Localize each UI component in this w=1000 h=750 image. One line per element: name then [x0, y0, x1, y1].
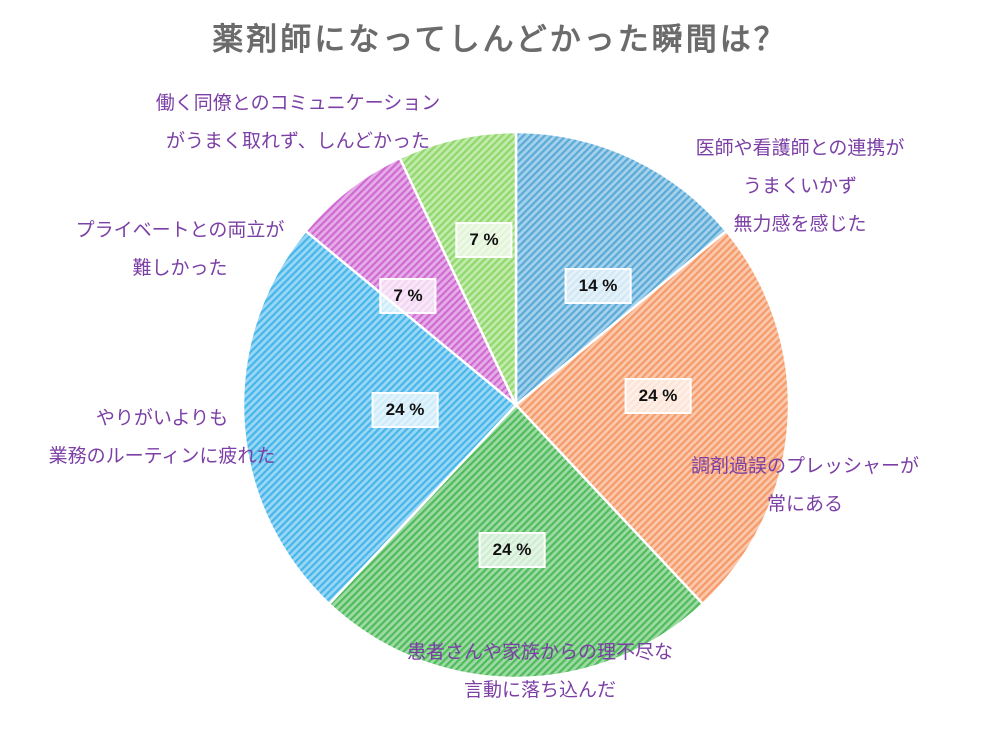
slice-percent-label: 24 %: [624, 378, 692, 414]
label-line: うまくいかず: [742, 175, 857, 197]
slice-category-label: プライベートとの両立が 難しかった: [76, 211, 285, 287]
slice-percent-label: 24 %: [371, 392, 439, 428]
label-line: 常にある: [766, 493, 844, 515]
slice-percent-label: 14 %: [564, 268, 632, 304]
label-line: プライベートとの両立が: [75, 219, 285, 241]
label-line: 調剤過誤のプレッシャーが: [690, 455, 920, 477]
slice-category-label: 医師や看護師との連携が うまくいかず 無力感を感じた: [696, 129, 905, 243]
label-line: 働く同僚とのコミュニケーション: [155, 92, 441, 114]
slice-category-label: 働く同僚とのコミュニケーション がうまく取れず、しんどかった: [156, 84, 440, 160]
label-line: 患者さんや家族からの理不尽な: [406, 641, 674, 663]
slice-percent-label: 7 %: [379, 278, 437, 314]
pie-slice: [398, 130, 518, 406]
label-line: 業務のルーティンに疲れた: [48, 445, 276, 467]
label-line: がうまく取れず、しんどかった: [165, 130, 431, 152]
slice-category-label: やりがいよりも業務のルーティンに疲れた: [49, 399, 276, 475]
pie-slice: [514, 229, 791, 606]
label-line: 難しかった: [132, 257, 228, 279]
label-line: 医師や看護師との連携が: [695, 137, 905, 159]
slice-percent-label: 7 %: [455, 222, 513, 258]
slice-category-label: 調剤過誤のプレッシャーが 常にある: [691, 447, 919, 523]
label-line: やりがいよりも: [95, 407, 229, 429]
label-line: 無力感を感じた: [733, 213, 867, 235]
label-line: 言動に落ち込んだ: [463, 679, 617, 701]
slice-category-label: 患者さんや家族からの理不尽な 言動に落ち込んだ: [407, 633, 673, 709]
chart-title: 薬剤師になってしんどかった瞬間は？: [212, 22, 788, 58]
slice-percent-label: 24 %: [478, 532, 546, 568]
